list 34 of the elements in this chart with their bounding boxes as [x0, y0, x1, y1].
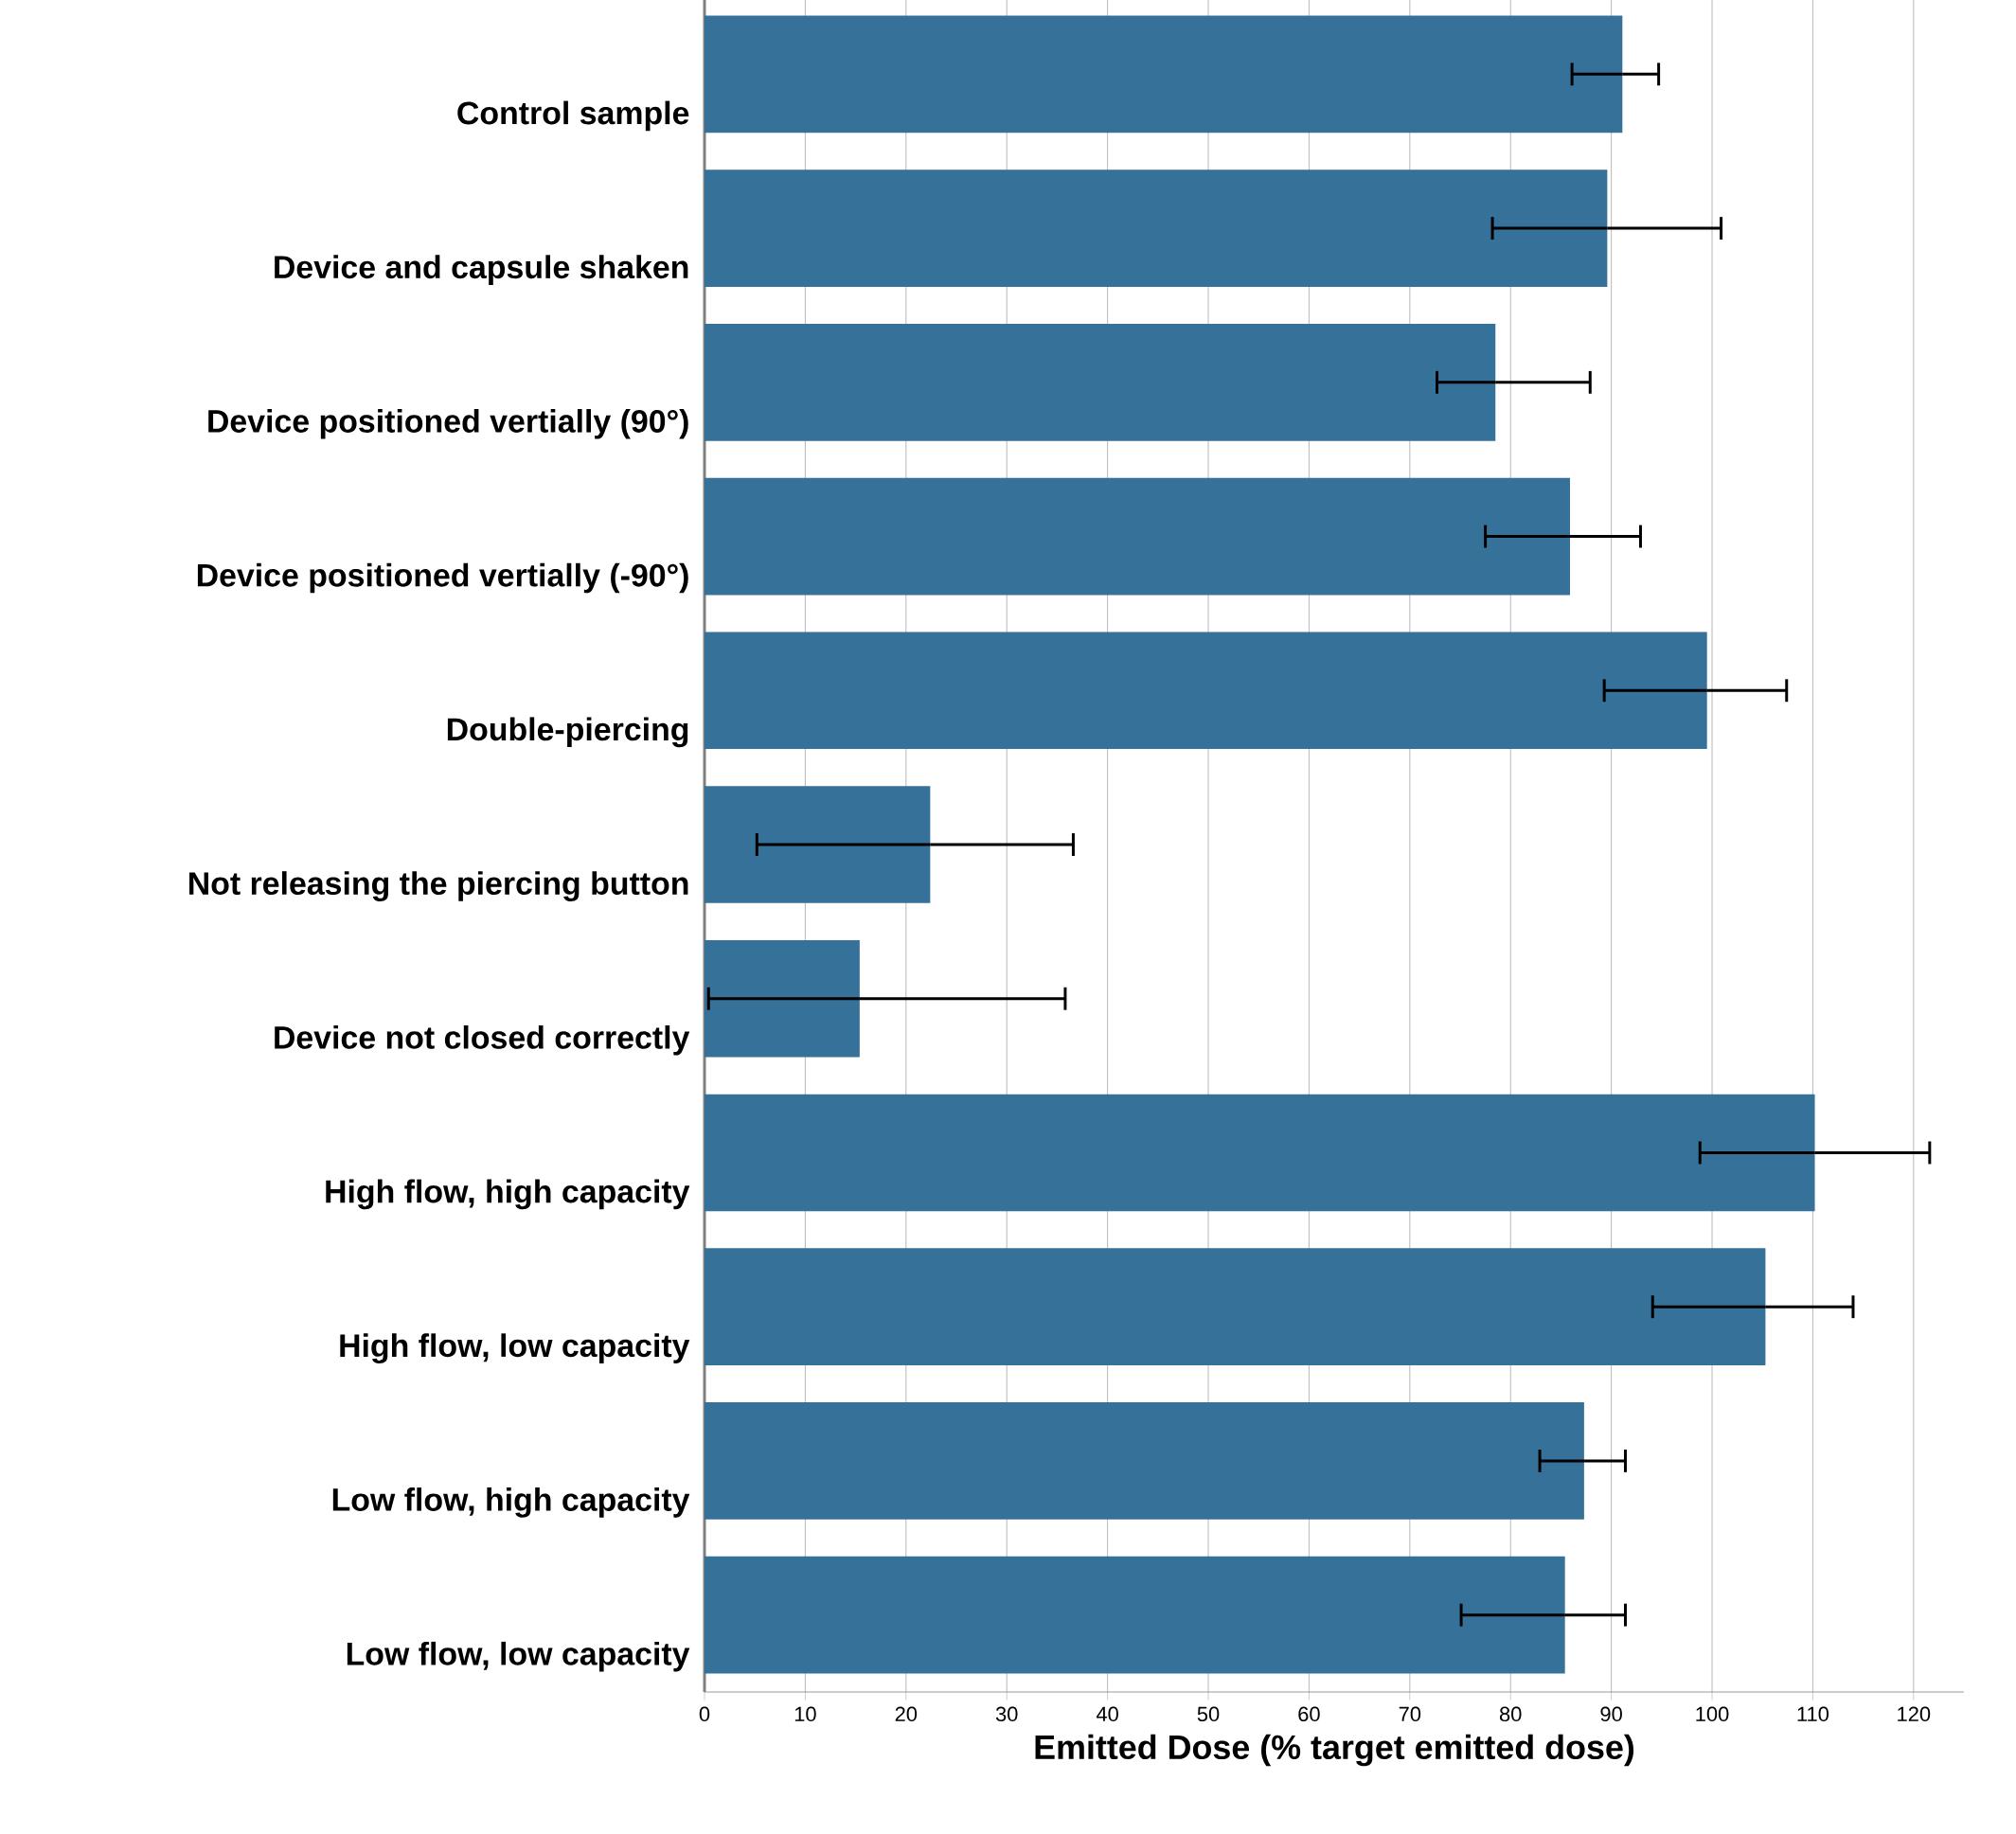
y-tick-label: Device not closed correctly	[275, 1024, 690, 1056]
bar	[705, 1094, 1815, 1212]
x-tick-label: 90	[1600, 1706, 1622, 1722]
x-tick-label: 120	[1898, 1706, 1931, 1722]
x-tick-label: 60	[1298, 1706, 1320, 1722]
y-tick-label: Low flow, high capacity	[332, 1487, 690, 1518]
y-tick-label: Low flow, low capacity	[347, 1641, 690, 1672]
y-tick-label: Double-piercing	[447, 717, 688, 748]
x-tick-label: 70	[1399, 1706, 1421, 1722]
y-tick-label: Device and capsule shaken	[275, 255, 688, 285]
bar	[705, 1248, 1766, 1366]
y-tick-label: Device positioned vertially (90°)	[208, 409, 688, 439]
x-tick-label: 0	[699, 1706, 710, 1722]
y-tick-label: High flow, low capacity	[340, 1333, 690, 1364]
y-tick-label: Not releasing the piercing button	[189, 871, 688, 901]
bar	[705, 169, 1608, 287]
x-tick-label: 40	[1096, 1706, 1118, 1722]
bar	[705, 632, 1707, 750]
x-tick-label: 100	[1696, 1706, 1729, 1722]
x-tick-label: 30	[995, 1706, 1018, 1722]
x-tick-label: 10	[794, 1706, 816, 1722]
bar	[705, 323, 1496, 441]
y-tick-label: High flow, high capacity	[326, 1179, 690, 1210]
bar	[705, 15, 1623, 134]
x-tick-label: 110	[1797, 1706, 1829, 1722]
bar	[705, 477, 1570, 596]
y-tick-label: Device positioned vertially (-90°)	[197, 562, 688, 594]
bar	[705, 1402, 1584, 1520]
x-tick-label: 50	[1197, 1706, 1220, 1722]
x-tick-label: 80	[1499, 1706, 1522, 1722]
x-axis-title: Emitted Dose (% target emitted dose)	[1035, 1734, 1634, 1767]
y-tick-label: Control sample	[457, 100, 689, 132]
x-tick-label: 20	[895, 1706, 918, 1722]
bar	[705, 1556, 1565, 1674]
